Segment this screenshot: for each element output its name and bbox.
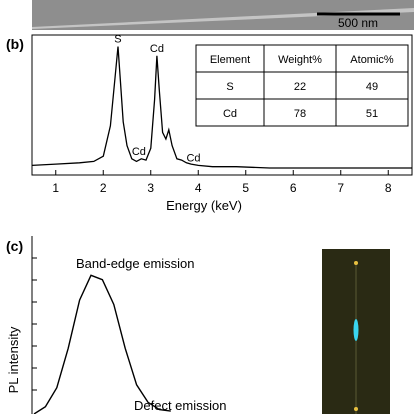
table-cell: S (226, 81, 233, 93)
table-header-weight: Weight% (278, 54, 322, 66)
table-cell: 78 (294, 108, 306, 120)
band-edge-annotation: Band-edge emission (76, 256, 195, 271)
panel-label-c: (c) (6, 238, 23, 254)
y-axis-label: PL intensity (6, 326, 21, 393)
pl-inset-image (322, 249, 390, 414)
table-header-atomic: Atomic% (350, 54, 394, 66)
x-tick-label: 3 (147, 181, 154, 195)
x-tick-label: 6 (290, 181, 297, 195)
y-axis-ticks (32, 257, 37, 391)
scale-bar-label: 500 nm (338, 16, 378, 30)
table-frame (195, 44, 409, 127)
table-cell: Cd (223, 108, 237, 120)
peak-label: Cd (150, 43, 164, 55)
x-tick-label: 8 (385, 181, 392, 195)
x-tick-label: 4 (195, 181, 202, 195)
composition-table: Element Weight% Atomic% S 22 49 Cd 78 51 (195, 44, 409, 127)
table-header-element: Element (210, 54, 250, 66)
panel-a: 500 nm (32, 0, 414, 30)
edx-spectrum-line (31, 46, 412, 169)
pl-spectrum-line (33, 274, 171, 414)
peak-labels: S Cd Cd Cd (114, 34, 200, 165)
x-tick-label: 5 (242, 181, 249, 195)
x-axis-ticks (55, 170, 389, 175)
x-tick-label: 2 (100, 181, 107, 195)
emission-glow (353, 319, 359, 341)
x-axis-tick-labels: 1 2 3 4 5 6 7 8 (52, 181, 392, 195)
x-axis-label: Energy (keV) (166, 198, 242, 213)
x-tick-label: 7 (337, 181, 344, 195)
x-tick-label: 1 (52, 181, 59, 195)
panel-b-frame (31, 34, 413, 176)
peak-label: Cd (186, 152, 200, 164)
table-cell: 51 (366, 108, 378, 120)
wire-tip-emission (354, 407, 358, 411)
table-cell: 22 (294, 81, 306, 93)
wire-tip-emission (354, 261, 358, 265)
peak-label: S (114, 34, 121, 46)
defect-emission-annotation: Defect emission (134, 398, 226, 413)
peak-label: Cd (132, 146, 146, 158)
panel-label-b: (b) (6, 36, 24, 52)
panel-c: (c) PL intensity Band-edge emission Defe… (6, 236, 390, 414)
table-cell: 49 (366, 81, 378, 93)
